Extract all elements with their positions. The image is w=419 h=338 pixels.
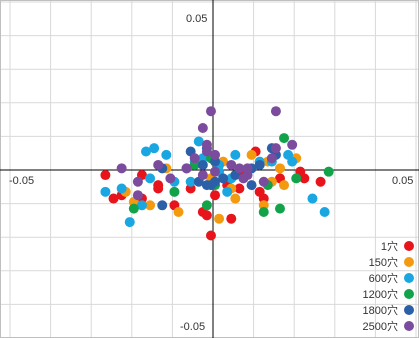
- data-point-series-0: [153, 183, 164, 194]
- data-point-series-3: [201, 200, 212, 211]
- data-point-series-3: [258, 207, 269, 217]
- data-point-series-5: [234, 163, 245, 174]
- data-point-series-3: [128, 203, 139, 214]
- data-point-series-5: [165, 173, 176, 184]
- data-point-series-5: [270, 106, 281, 117]
- data-point-series-2: [185, 176, 196, 187]
- data-point-series-5: [132, 190, 143, 201]
- data-point-series-0: [299, 173, 310, 184]
- data-point-series-2: [230, 149, 241, 160]
- data-point-series-5: [242, 170, 253, 181]
- data-point-series-0: [226, 213, 237, 224]
- legend-label-150: 150穴: [369, 255, 398, 269]
- data-point-series-5: [153, 159, 164, 170]
- data-point-series-5: [201, 146, 212, 157]
- legend-marker-series-3: [404, 289, 414, 299]
- legend-marker-series-0: [404, 241, 414, 251]
- data-point-series-4: [218, 173, 229, 184]
- data-point-series-0: [205, 230, 216, 241]
- data-point-series-1: [274, 163, 285, 174]
- data-point-series-0: [100, 170, 111, 181]
- data-point-series-1: [145, 200, 156, 211]
- data-point-series-4: [254, 159, 265, 170]
- data-point-series-2: [193, 136, 204, 147]
- data-point-series-1: [246, 149, 257, 160]
- data-point-series-0: [315, 176, 326, 187]
- data-point-series-2: [141, 146, 152, 157]
- data-point-series-5: [205, 106, 216, 117]
- data-point-series-3: [169, 186, 180, 197]
- x-tick-label-max: 0.05: [392, 175, 413, 187]
- data-point-series-0: [234, 183, 245, 194]
- data-point-series-5: [210, 149, 221, 160]
- data-point-series-2: [136, 200, 147, 211]
- data-point-series-5: [287, 139, 298, 150]
- data-point-series-1: [214, 213, 225, 224]
- legend-marker-series-1: [404, 257, 414, 267]
- data-point-series-2: [161, 149, 172, 160]
- data-point-series-4: [197, 159, 208, 170]
- legend-label-2500: 2500穴: [363, 319, 398, 333]
- data-point-series-2: [100, 186, 111, 197]
- data-point-series-5: [132, 176, 143, 187]
- data-point-series-5: [181, 163, 192, 174]
- data-point-series-2: [222, 186, 233, 197]
- y-tick-label-max: 0.05: [186, 13, 207, 25]
- legend-label-1200: 1200穴: [363, 287, 398, 301]
- data-point-series-4: [246, 180, 257, 191]
- data-point-series-5: [210, 166, 221, 177]
- data-point-series-2: [116, 183, 127, 194]
- legend-label-1: 1穴: [381, 239, 398, 253]
- data-point-series-2: [319, 207, 330, 217]
- data-point-series-4: [210, 176, 221, 187]
- data-point-series-1: [230, 193, 241, 204]
- data-point-series-5: [189, 153, 200, 164]
- data-point-series-3: [274, 203, 285, 214]
- data-point-series-5: [116, 163, 127, 174]
- data-point-series-5: [258, 176, 269, 187]
- data-point-series-1: [173, 207, 184, 217]
- data-point-series-2: [145, 173, 156, 184]
- data-point-series-3: [291, 173, 302, 184]
- data-point-series-5: [270, 143, 281, 154]
- data-point-series-5: [266, 153, 277, 164]
- data-point-series-3: [323, 166, 334, 177]
- data-point-series-0: [201, 210, 212, 221]
- x-tick-label-min: -0.05: [9, 175, 34, 187]
- data-point-series-5: [226, 159, 237, 170]
- data-point-series-2: [283, 149, 294, 160]
- data-point-series-5: [197, 170, 208, 181]
- legend-label-1800: 1800穴: [363, 303, 398, 317]
- data-point-series-4: [157, 200, 168, 211]
- legend-marker-series-5: [404, 321, 414, 331]
- data-point-series-4: [201, 180, 212, 191]
- y-tick-label-min: -0.05: [180, 321, 205, 333]
- data-point-series-1: [279, 180, 290, 191]
- data-point-series-0: [210, 190, 221, 201]
- data-point-series-5: [197, 123, 208, 133]
- data-point-series-2: [149, 143, 160, 154]
- data-point-series-3: [279, 133, 290, 144]
- legend-marker-series-4: [404, 305, 414, 315]
- data-point-series-2: [124, 217, 135, 228]
- data-point-series-2: [307, 193, 318, 204]
- data-point-series-0: [108, 193, 119, 204]
- legend-marker-series-2: [404, 273, 414, 283]
- legend-label-600: 600穴: [369, 271, 398, 285]
